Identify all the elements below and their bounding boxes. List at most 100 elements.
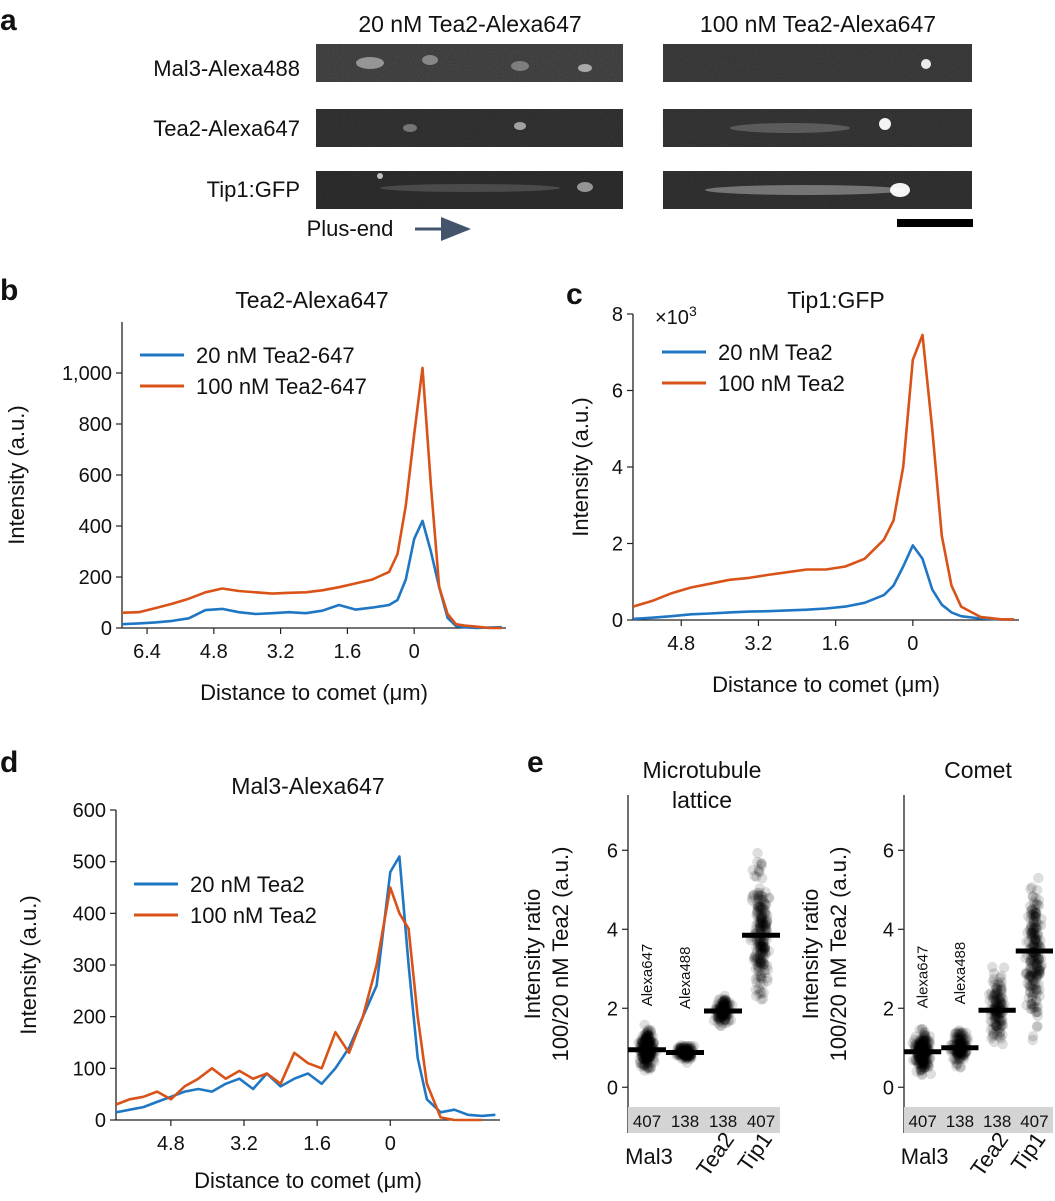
data-point <box>1031 952 1042 963</box>
y-tick-label: 600 <box>73 800 106 822</box>
data-point <box>717 1011 728 1022</box>
data-point <box>1027 959 1038 970</box>
data-point <box>644 1052 655 1064</box>
data-point <box>917 1059 929 1070</box>
data-point <box>750 950 761 961</box>
data-point <box>989 1019 1001 1031</box>
col-header-100nM: 100 nM Tea2-Alexa647 <box>700 11 936 37</box>
data-point <box>641 1032 652 1043</box>
y-tick-label: 300 <box>73 955 106 977</box>
data-point <box>727 1000 738 1011</box>
data-point <box>751 942 762 953</box>
data-point <box>755 955 766 966</box>
data-point <box>643 1039 654 1050</box>
data-point <box>1031 921 1042 933</box>
data-point <box>641 1029 652 1040</box>
count-label: 138 <box>671 1112 699 1131</box>
data-point <box>953 1047 964 1059</box>
data-point <box>994 1022 1006 1034</box>
data-point <box>922 1040 933 1052</box>
data-point <box>915 1039 926 1050</box>
data-point <box>681 1053 692 1064</box>
data-point <box>1032 936 1043 947</box>
data-point <box>681 1052 693 1064</box>
data-point <box>718 995 730 1007</box>
data-point <box>675 1041 686 1052</box>
data-point <box>999 999 1010 1010</box>
data-point <box>1025 883 1036 895</box>
data-point <box>756 913 767 924</box>
data-point <box>1031 937 1042 948</box>
data-point <box>755 947 767 959</box>
data-point <box>954 1052 965 1063</box>
data-point <box>918 1039 930 1050</box>
data-point <box>722 1000 733 1011</box>
data-point <box>1033 920 1044 931</box>
data-point <box>918 1039 929 1050</box>
data-point <box>757 940 768 951</box>
data-point <box>641 1038 652 1049</box>
data-point <box>996 981 1007 992</box>
x-tick-label: 0 <box>385 1133 396 1155</box>
data-point <box>755 904 766 915</box>
data-point <box>1032 963 1043 975</box>
chart-title-line-1: Microtubule <box>643 757 762 783</box>
panel-e-label: e <box>527 746 544 779</box>
data-point <box>996 1019 1008 1031</box>
data-point <box>914 1040 926 1052</box>
data-point <box>915 1064 927 1075</box>
data-point <box>755 958 766 969</box>
data-point <box>754 942 766 954</box>
data-point <box>917 1055 928 1066</box>
data-point <box>719 1015 731 1026</box>
data-point <box>759 964 771 975</box>
data-point <box>1027 994 1038 1005</box>
data-point <box>955 1047 966 1059</box>
data-point <box>922 1059 933 1070</box>
data-point <box>995 1033 1007 1044</box>
data-point <box>636 1038 647 1050</box>
data-point <box>1029 928 1040 939</box>
data-point <box>917 1039 928 1051</box>
x-tick-label: 3.2 <box>267 641 295 663</box>
data-point <box>644 1033 655 1045</box>
category-label: Tip1 <box>733 1128 778 1177</box>
data-point <box>1028 930 1040 941</box>
data-point <box>758 952 769 964</box>
data-point <box>635 1034 647 1046</box>
data-point <box>917 1064 928 1075</box>
data-point <box>994 993 1005 1005</box>
data-point <box>1032 1020 1043 1032</box>
data-point <box>1033 872 1044 884</box>
data-point <box>987 996 998 1007</box>
data-point <box>636 1036 647 1047</box>
data-point <box>723 1014 735 1026</box>
data-point <box>1029 936 1041 947</box>
data-point <box>1025 998 1037 1010</box>
data-point <box>918 1036 929 1048</box>
data-point <box>1024 971 1036 982</box>
data-point <box>749 870 760 882</box>
data-point <box>757 993 769 1004</box>
data-point <box>639 1053 650 1065</box>
data-point <box>750 953 761 965</box>
data-point <box>647 1039 659 1050</box>
data-point <box>635 1057 646 1069</box>
data-point <box>716 1011 727 1022</box>
y-tick-label: 6 <box>607 840 618 862</box>
data-point <box>919 1052 930 1063</box>
data-point <box>644 1037 655 1048</box>
data-point <box>759 942 770 953</box>
data-point <box>1034 990 1045 1002</box>
data-point <box>954 1037 966 1048</box>
data-point <box>913 1039 924 1050</box>
data-point <box>919 1029 930 1041</box>
data-point <box>757 941 769 952</box>
data-point <box>1027 891 1039 902</box>
data-point <box>638 1054 649 1065</box>
data-point <box>1029 956 1040 967</box>
axis-multiplier-exponent: 3 <box>689 303 697 319</box>
series-line-2 <box>122 366 502 630</box>
data-point <box>955 1053 966 1065</box>
micrograph-mal3-20nM <box>316 44 623 82</box>
